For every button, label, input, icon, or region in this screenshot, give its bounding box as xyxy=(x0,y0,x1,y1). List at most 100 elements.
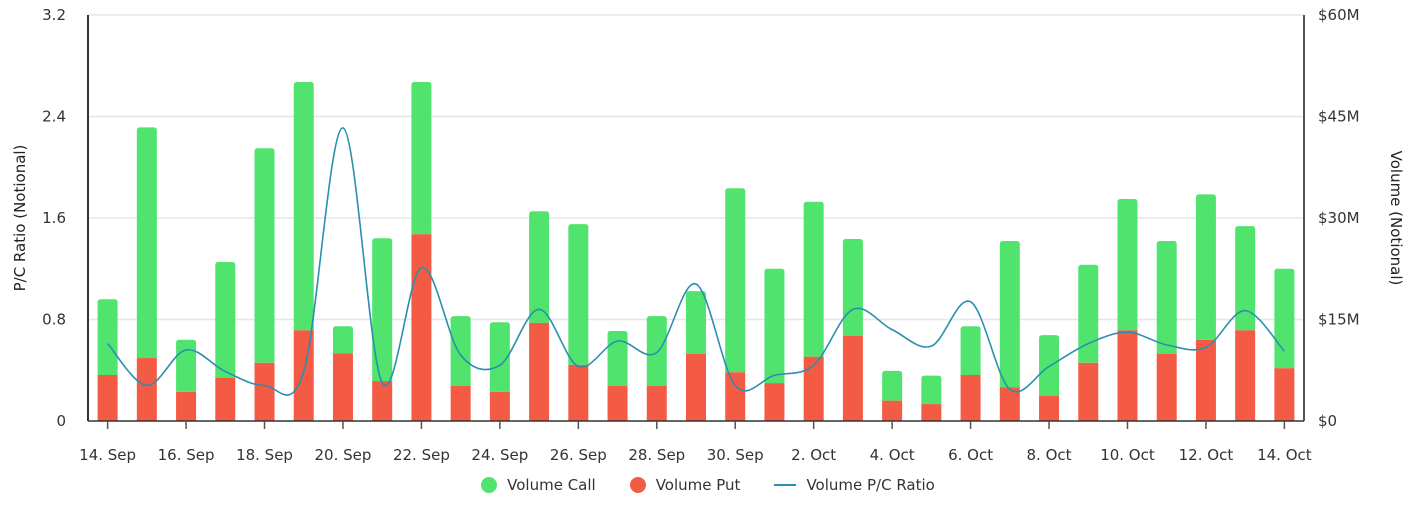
legend: Volume Call Volume Put Volume P/C Ratio xyxy=(0,476,1416,494)
ratio-line-path xyxy=(107,127,1285,396)
legend-label-put: Volume Put xyxy=(655,476,741,494)
left-tick-label: 3.2 xyxy=(42,6,66,24)
bar-put xyxy=(607,385,628,421)
bar-put xyxy=(293,330,314,421)
bar-put xyxy=(1235,330,1256,421)
x-tick-label: 2. Oct xyxy=(791,446,836,464)
bar-call xyxy=(803,201,824,357)
left-tick-label: 1.6 xyxy=(42,209,66,227)
x-tick-label: 18. Sep xyxy=(236,446,293,464)
bar-put xyxy=(97,374,118,421)
bar-put xyxy=(803,356,824,421)
bar-call xyxy=(921,375,942,405)
bar-put xyxy=(686,354,706,421)
bar-call xyxy=(529,211,550,323)
bar-call xyxy=(254,148,275,363)
right-axis-title: Volume (Notional) xyxy=(1387,151,1405,286)
bar-put xyxy=(1156,354,1177,421)
right-tick-label: $0 xyxy=(1318,412,1337,430)
x-tick-label: 4. Oct xyxy=(870,446,915,464)
call-swatch-icon xyxy=(481,477,498,493)
bar-put xyxy=(842,335,863,421)
legend-item-put[interactable]: Volume Put xyxy=(629,476,741,494)
bar-call xyxy=(97,299,118,375)
bar-put xyxy=(372,381,393,421)
bar-call xyxy=(999,241,1020,388)
bar-call xyxy=(215,261,236,378)
x-tick-label: 12. Oct xyxy=(1179,446,1234,464)
bar-put xyxy=(489,391,510,421)
bar-put xyxy=(960,374,981,421)
bar-put xyxy=(411,234,432,421)
bar-put xyxy=(999,387,1020,421)
x-tick-label: 8. Oct xyxy=(1027,446,1072,464)
right-tick-label: $45M xyxy=(1318,108,1360,126)
bar-call xyxy=(568,224,589,365)
bar-put xyxy=(1274,368,1295,421)
bar-put xyxy=(332,353,353,421)
bar-call xyxy=(725,188,746,373)
x-tick-label: 24. Sep xyxy=(471,446,528,464)
left-axis-title: P/C Ratio (Notional) xyxy=(11,145,29,292)
bar-put xyxy=(1078,362,1099,421)
bar-call xyxy=(411,81,432,235)
x-tick-label: 6. Oct xyxy=(948,446,993,464)
bar-call xyxy=(646,316,667,386)
bar-put xyxy=(215,377,236,421)
right-tick-label: $60M xyxy=(1318,6,1360,24)
bar-call xyxy=(1039,335,1060,396)
bar-put xyxy=(1039,395,1060,421)
bar-call xyxy=(1078,264,1099,363)
bar-put xyxy=(764,383,785,421)
ratio-line xyxy=(107,127,1285,396)
bar-put xyxy=(176,391,197,421)
bar-put xyxy=(450,385,471,421)
x-tick-label: 10. Oct xyxy=(1100,446,1155,464)
put-swatch-icon xyxy=(629,477,646,493)
x-tick-label: 30. Sep xyxy=(707,446,764,464)
bar-call xyxy=(450,316,471,386)
bar-put xyxy=(725,372,746,421)
bars xyxy=(97,81,1295,421)
left-tick-label: 0.8 xyxy=(42,311,66,329)
bar-call xyxy=(1156,241,1177,355)
left-tick-label: 0 xyxy=(56,412,66,430)
legend-item-ratio[interactable]: Volume P/C Ratio xyxy=(774,476,935,494)
bar-call xyxy=(764,268,785,384)
x-tick-label: 28. Sep xyxy=(628,446,685,464)
bar-call xyxy=(136,127,157,359)
legend-item-call[interactable]: Volume Call xyxy=(481,476,596,494)
bar-put xyxy=(529,322,550,421)
legend-label-ratio: Volume P/C Ratio xyxy=(806,476,935,494)
bar-put xyxy=(136,358,157,421)
bar-put xyxy=(1117,330,1138,421)
bar-call xyxy=(960,326,981,375)
bar-put xyxy=(254,362,275,421)
bar-call xyxy=(176,339,197,392)
ratio-line-icon xyxy=(774,484,797,486)
bar-call xyxy=(1195,194,1216,340)
x-tick-label: 14. Sep xyxy=(79,446,136,464)
bar-call xyxy=(882,370,903,401)
bar-put xyxy=(646,385,667,421)
bar-call xyxy=(332,326,353,354)
bar-call xyxy=(686,291,706,355)
bar-call xyxy=(489,322,510,392)
bar-put xyxy=(568,364,589,421)
pc-ratio-volume-chart: 0 $0 0.8 $15M 1.6 $30M 2.4 $45M 3.2 $60M 14. Sep 16… xyxy=(11,6,1405,464)
bar-call xyxy=(842,238,863,336)
axes xyxy=(87,15,1305,429)
bar-call xyxy=(1117,199,1138,331)
x-tick-label: 20. Sep xyxy=(315,446,372,464)
legend-label-call: Volume Call xyxy=(507,476,596,494)
bar-call xyxy=(607,331,628,386)
bar-call xyxy=(372,238,393,382)
x-tick-label: 16. Sep xyxy=(158,446,215,464)
left-tick-label: 2.4 xyxy=(42,108,66,126)
bar-put xyxy=(1195,339,1216,421)
x-tick-label: 22. Sep xyxy=(393,446,450,464)
x-tick-label: 26. Sep xyxy=(550,446,607,464)
tick-labels: 0 $0 0.8 $15M 1.6 $30M 2.4 $45M 3.2 $60M 14. Sep 16… xyxy=(42,6,1359,464)
bar-put xyxy=(921,404,942,421)
x-tick-label: 14. Oct xyxy=(1257,446,1312,464)
